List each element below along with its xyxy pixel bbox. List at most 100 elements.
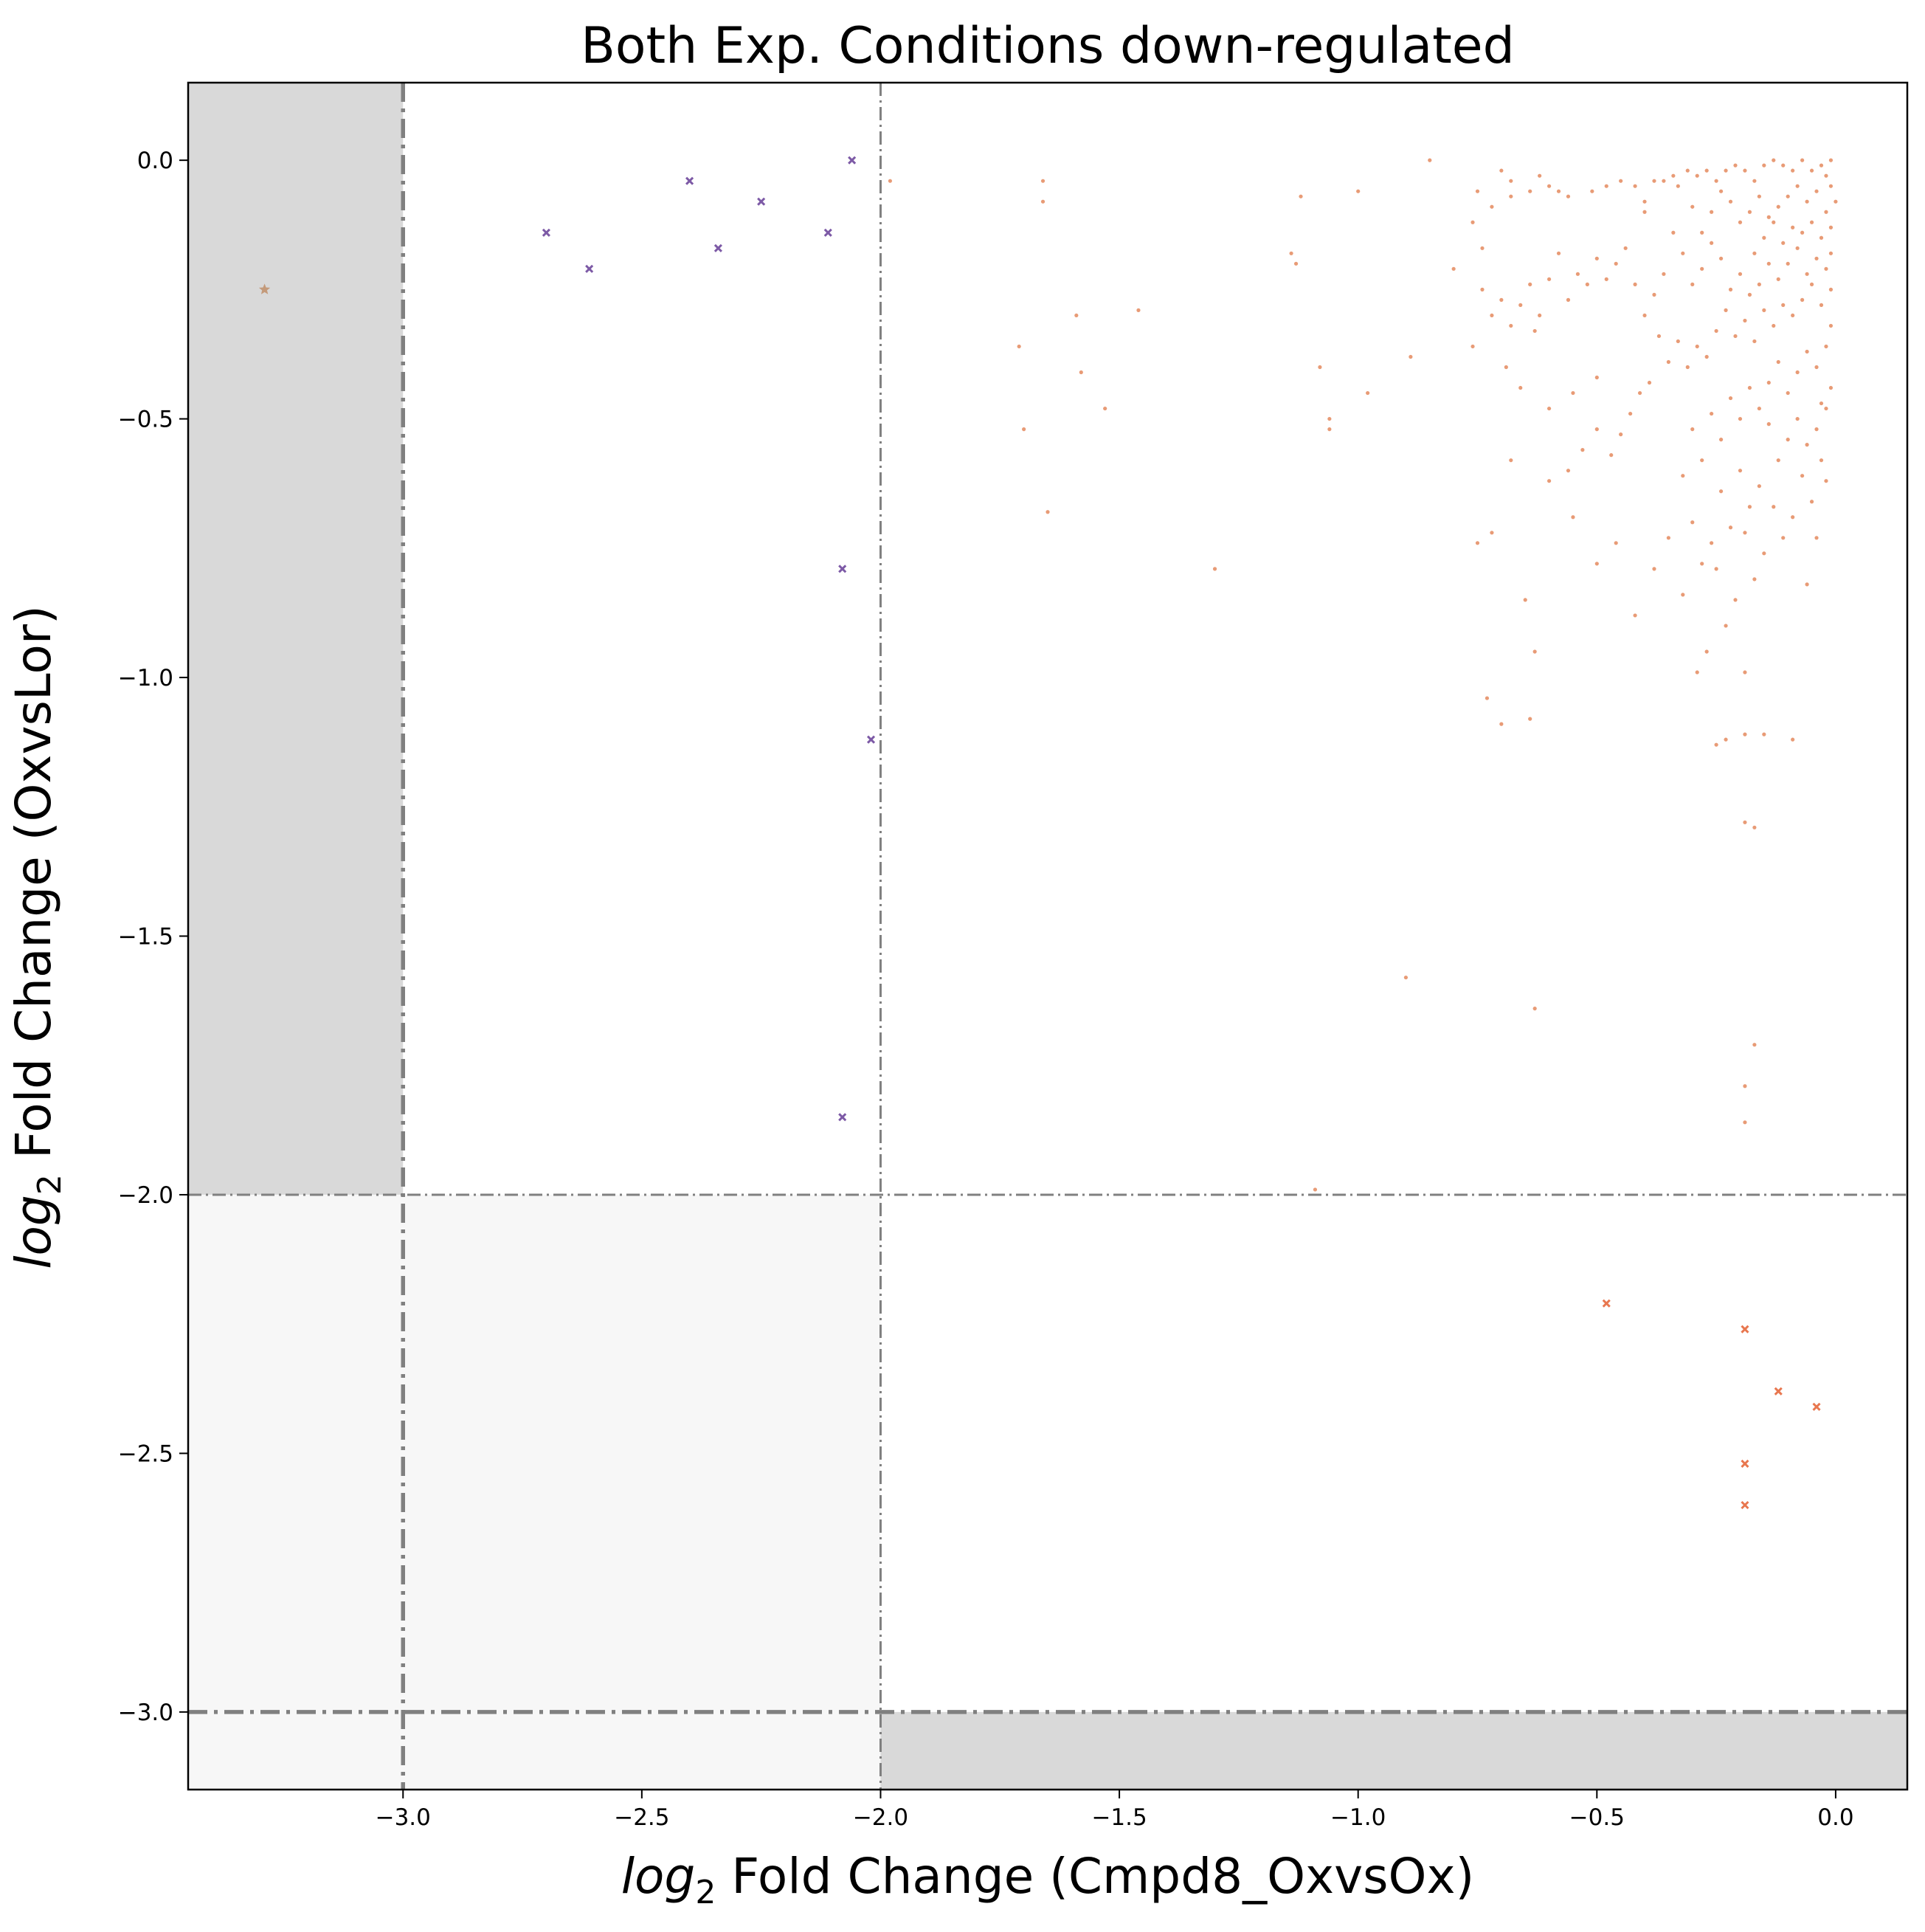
data-point (1809, 168, 1814, 173)
data-point (1470, 220, 1475, 224)
data-point (1556, 251, 1561, 255)
data-point-x-marker (1741, 1459, 1749, 1468)
data-point (1776, 204, 1780, 209)
data-point (1728, 396, 1733, 401)
data-point (1819, 458, 1824, 463)
data-point (1538, 173, 1542, 178)
data-point (1728, 525, 1733, 530)
data-point (1752, 251, 1757, 255)
data-point (1079, 370, 1083, 375)
x-tick-label: −0.5 (1569, 1804, 1625, 1831)
y-tick-label: −1.0 (118, 665, 173, 691)
data-point-x-marker (757, 197, 766, 206)
shaded-region-bottom (880, 1711, 1907, 1790)
data-point (1518, 303, 1523, 307)
data-point (1289, 251, 1293, 255)
data-point (1212, 567, 1217, 571)
data-point (1499, 168, 1504, 173)
data-point (1747, 210, 1752, 214)
data-point (1676, 184, 1680, 188)
data-point (1528, 282, 1532, 286)
x-tick-label: −3.0 (376, 1804, 431, 1831)
data-point (1690, 204, 1695, 209)
data-point (1809, 282, 1814, 286)
data-point (1528, 717, 1532, 721)
data-point (1786, 390, 1790, 396)
data-point (1724, 737, 1728, 742)
data-point (1546, 406, 1552, 411)
data-point (1752, 179, 1757, 183)
data-point (1743, 1084, 1747, 1089)
data-point (1795, 416, 1800, 421)
data-point (1671, 230, 1676, 235)
data-point-x-marker (848, 156, 857, 165)
data-point (1470, 344, 1475, 349)
data-point-x-marker (542, 228, 550, 237)
data-point (1747, 385, 1752, 390)
x-tick-label: −1.5 (1091, 1804, 1147, 1831)
data-point (1585, 282, 1589, 286)
data-point (1695, 344, 1699, 349)
data-point (1733, 334, 1738, 339)
data-point (1710, 541, 1714, 545)
data-point (1518, 385, 1523, 390)
data-point (1628, 411, 1633, 416)
data-point (1642, 199, 1647, 204)
data-point (1724, 168, 1728, 173)
data-point (1743, 732, 1747, 736)
data-point (1814, 256, 1819, 261)
data-point (1428, 158, 1432, 162)
data-point (1676, 339, 1680, 344)
data-point (1594, 427, 1599, 432)
data-point (1805, 272, 1809, 276)
data-point (1652, 567, 1656, 571)
data-point-x-marker (866, 735, 876, 744)
data-point (1743, 820, 1747, 824)
data-point (1824, 479, 1828, 483)
data-point (1642, 210, 1647, 214)
data-point (1714, 742, 1718, 747)
data-point (1700, 266, 1704, 271)
shaded-regions (188, 83, 1907, 1790)
data-point (1781, 241, 1786, 245)
data-point (1681, 251, 1685, 255)
data-point-x-marker (1774, 1387, 1783, 1395)
data-point (1704, 649, 1709, 654)
data-point-x-marker (1812, 1402, 1821, 1411)
data-point (1662, 179, 1666, 183)
data-point (1609, 453, 1614, 458)
data-point (1485, 696, 1490, 700)
data-point (1828, 158, 1834, 162)
data-point (1824, 210, 1828, 214)
data-point (1475, 189, 1480, 193)
data-point (1594, 256, 1599, 261)
data-point (1814, 536, 1819, 540)
data-point (1757, 406, 1761, 411)
data-point (1766, 215, 1771, 219)
data-point (1594, 562, 1599, 566)
data-point-x-marker (823, 228, 832, 237)
x-tick-label: −1.0 (1330, 1804, 1386, 1831)
data-point (1604, 277, 1608, 281)
x-tick-label: −2.0 (853, 1804, 908, 1831)
data-point (1566, 297, 1571, 302)
data-point (1546, 184, 1552, 188)
data-point (1781, 163, 1786, 168)
data-point (1738, 220, 1743, 224)
data-point (1532, 1007, 1537, 1011)
data-point (1490, 531, 1494, 535)
data-point (1017, 344, 1021, 349)
data-point (1824, 173, 1828, 178)
data-point (1566, 469, 1571, 473)
data-point (1724, 624, 1728, 628)
data-point (1046, 510, 1050, 514)
data-point-star-marker (258, 283, 271, 294)
data-point (1757, 282, 1761, 286)
data-point (1652, 292, 1656, 297)
data-point (1786, 261, 1790, 266)
data-point (1700, 562, 1704, 566)
data-point (1293, 261, 1299, 266)
x-axis-ticks: −3.0 −2.5 −2.0 −1.5 −1.0 −0.5 0.0 (376, 1790, 1854, 1831)
data-point (1828, 225, 1834, 230)
